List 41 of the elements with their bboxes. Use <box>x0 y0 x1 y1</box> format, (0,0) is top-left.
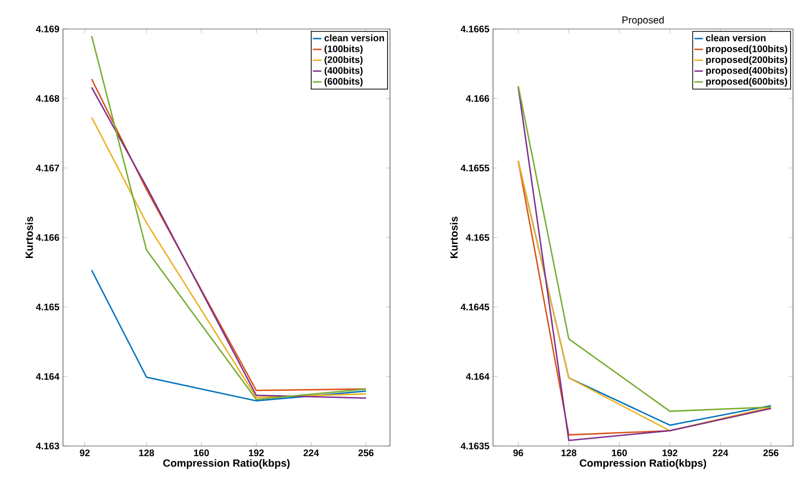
legend-label: proposed(100bits) <box>706 45 788 54</box>
y-tick-label: 4.163 <box>36 442 60 450</box>
legend-label: (200bits) <box>324 56 363 65</box>
legend-label: (400bits) <box>324 66 363 76</box>
x-tick-label: 92 <box>80 450 90 456</box>
legend-label: proposed(200bits) <box>706 56 788 65</box>
x-tick-label: 160 <box>194 450 209 456</box>
x-tick-label: 160 <box>612 450 627 456</box>
y-tick-label: 4.1665 <box>460 26 490 32</box>
x-axis-title: Compression Ratio(kbps) <box>580 459 706 469</box>
x-tick-label: 192 <box>662 450 678 456</box>
y-tick-label: 4.168 <box>36 95 60 102</box>
y-axis-title: Kurtosis <box>25 216 33 258</box>
legend-label: proposed(600bits) <box>706 78 788 87</box>
x-tick-label: 224 <box>712 450 728 456</box>
legend-label: (100bits) <box>324 45 363 54</box>
y-tick-label: 4.167 <box>36 164 60 172</box>
y-tick-label: 4.1655 <box>460 164 490 172</box>
y-tick-label: 4.166 <box>466 95 490 102</box>
y-tick-label: 4.164 <box>466 373 490 380</box>
legend-label: proposed(400bits) <box>706 66 788 76</box>
x-tick-label: 256 <box>358 450 374 456</box>
y-tick-label: 4.166 <box>36 234 60 241</box>
y-tick-label: 4.165 <box>466 234 490 241</box>
legend-label: clean version <box>324 34 384 42</box>
y-tick-label: 4.1645 <box>460 304 490 310</box>
legend-label: (600bits) <box>324 78 363 87</box>
y-tick-label: 4.164 <box>36 373 60 380</box>
x-tick-label: 128 <box>139 450 154 456</box>
chart-title: Proposed <box>622 16 664 26</box>
y-tick-label: 4.169 <box>36 26 60 32</box>
y-tick-label: 4.1635 <box>460 442 490 450</box>
x-tick-label: 256 <box>763 450 778 456</box>
legend-label: clean version <box>706 34 766 42</box>
x-tick-label: 96 <box>513 450 524 456</box>
x-tick-label: 224 <box>304 450 319 456</box>
x-axis-title: Compression Ratio(kbps) <box>163 459 290 469</box>
y-axis-title: Kurtosis <box>450 216 458 258</box>
x-tick-label: 192 <box>248 450 264 456</box>
x-tick-label: 128 <box>561 450 576 456</box>
y-tick-label: 4.165 <box>36 304 60 310</box>
